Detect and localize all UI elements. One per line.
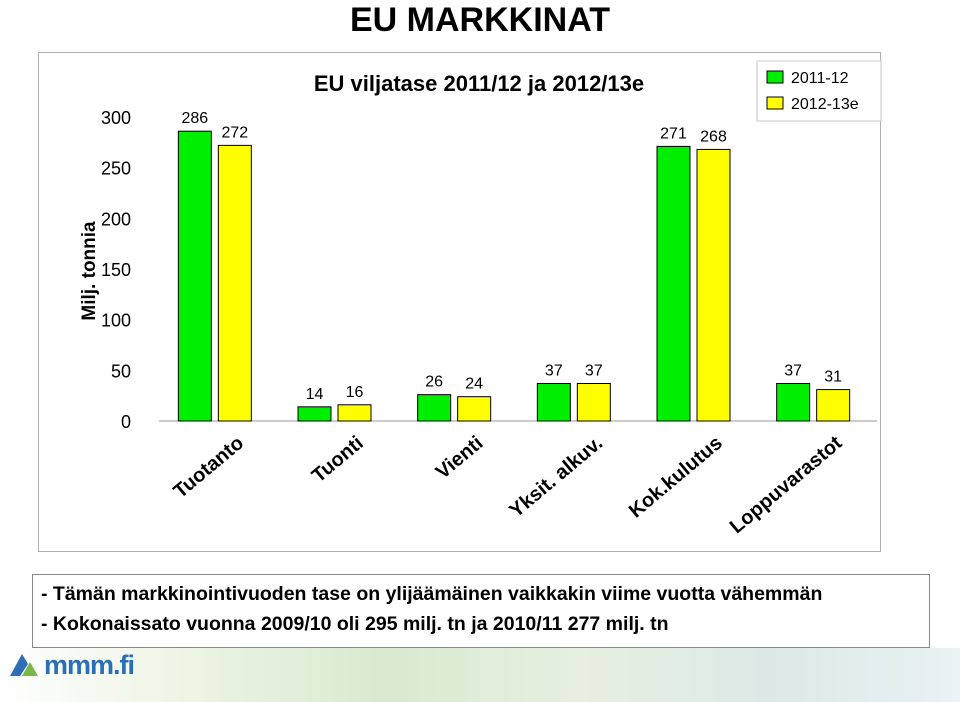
y-tick-label: 50 xyxy=(111,361,131,381)
data-label: 37 xyxy=(545,363,563,380)
x-tick-label: Kok.kulutus xyxy=(625,432,727,522)
y-tick-label: 300 xyxy=(101,108,131,128)
logo-text: mmm.fi xyxy=(44,650,135,680)
data-label: 31 xyxy=(824,369,842,386)
bar xyxy=(177,130,212,422)
data-label: 26 xyxy=(425,374,443,391)
x-tick-label: Tuonti xyxy=(308,432,368,487)
bar xyxy=(337,404,372,422)
x-tick-label: Vienti xyxy=(432,432,488,484)
legend-swatch xyxy=(766,70,784,84)
bullet-1: - Tämän markkinointivuoden tase on ylijä… xyxy=(41,583,823,605)
bar xyxy=(536,383,571,422)
data-label: 268 xyxy=(700,128,727,145)
bar xyxy=(656,145,691,422)
bar xyxy=(576,383,611,422)
chart-area: EU viljatase 2011/12 ja 2012/13e Milj. t… xyxy=(38,52,882,552)
bar xyxy=(417,394,452,422)
y-tick-label: 150 xyxy=(101,260,131,280)
data-label: 37 xyxy=(784,363,802,380)
data-label: 286 xyxy=(181,110,208,127)
x-tick-label: Loppuvarastot xyxy=(726,432,847,538)
bar xyxy=(297,406,332,422)
legend-label: 2011-12 xyxy=(791,70,849,87)
data-label: 14 xyxy=(306,386,324,403)
bar-chart: EU viljatase 2011/12 ja 2012/13e Milj. t… xyxy=(79,60,882,538)
y-tick-label: 200 xyxy=(101,209,131,229)
bar xyxy=(776,383,811,422)
data-label: 272 xyxy=(221,124,248,141)
x-tick-label: Tuotanto xyxy=(170,432,249,503)
slide-title: EU MARKKINAT xyxy=(349,1,610,39)
data-label: 271 xyxy=(660,125,687,142)
y-tick-label: 100 xyxy=(101,311,131,331)
data-label: 24 xyxy=(465,376,483,393)
bullet-2: - Kokonaissato vuonna 2009/10 oli 295 mi… xyxy=(41,613,669,635)
data-label: 16 xyxy=(346,384,364,401)
bullet-box: - Tämän markkinointivuoden tase on ylijä… xyxy=(32,574,930,648)
y-tick-label: 0 xyxy=(121,412,131,432)
bar xyxy=(217,144,252,422)
x-tick-label: Yksit. alkuv. xyxy=(505,432,607,522)
footer-band xyxy=(0,648,960,702)
y-axis-label: Milj. tonnia xyxy=(79,221,100,321)
bar xyxy=(816,389,851,422)
mmm-logo-icon xyxy=(10,654,38,676)
legend-swatch xyxy=(766,96,784,110)
legend-label: 2012-13e xyxy=(791,96,859,113)
bar xyxy=(696,148,731,422)
bar xyxy=(457,396,492,422)
data-label: 37 xyxy=(585,363,603,380)
chart-title: EU viljatase 2011/12 ja 2012/13e xyxy=(314,71,644,96)
y-tick-label: 250 xyxy=(101,159,131,179)
